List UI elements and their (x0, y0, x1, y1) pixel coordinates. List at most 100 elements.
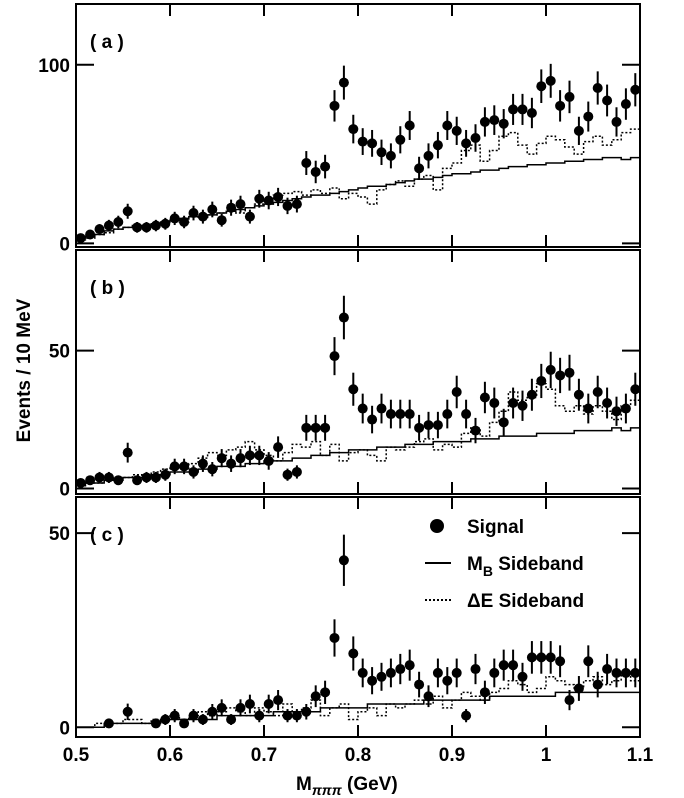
data-point (470, 664, 481, 675)
data-point (508, 398, 519, 409)
data-point (432, 140, 443, 151)
data-point (555, 656, 566, 667)
data-point (517, 671, 528, 682)
panel-label: ( b ) (90, 278, 125, 299)
data-point (602, 95, 613, 106)
data-point (611, 116, 622, 127)
dotted-step (76, 128, 640, 241)
y-tick-label: 0 (59, 479, 70, 500)
data-point (592, 82, 603, 93)
data-point (545, 364, 556, 375)
x-axis-label-part: M (296, 774, 312, 795)
data-point (113, 216, 124, 227)
dotted-step (76, 382, 640, 487)
data-point (254, 450, 265, 461)
step (76, 427, 640, 487)
data-point (348, 384, 359, 395)
x-tick-label: 0.5 (63, 745, 90, 766)
step (76, 691, 640, 729)
data-point (310, 166, 321, 177)
data-point (338, 312, 349, 323)
data-point (620, 99, 631, 110)
data-point (244, 211, 255, 222)
data-point (188, 208, 199, 219)
data-point (414, 163, 425, 174)
data-point (235, 702, 246, 713)
data-point (235, 453, 246, 464)
data-point (479, 687, 490, 698)
data-point (244, 450, 255, 461)
data-point (583, 111, 594, 122)
data-point (122, 706, 133, 717)
data-point (329, 632, 340, 643)
legend-label: MB Sideband (467, 554, 584, 579)
y-tick-label: 50 (49, 342, 70, 363)
data-point (244, 698, 255, 709)
panel-label: ( a ) (90, 32, 124, 53)
data-point (583, 656, 594, 667)
data-point (592, 386, 603, 397)
data-point (216, 215, 227, 226)
data-point (461, 409, 472, 420)
data-point (122, 206, 133, 217)
data-point (132, 222, 143, 233)
data-point (216, 702, 227, 713)
x-tick-label: 1 (541, 745, 552, 766)
data-point (348, 124, 359, 135)
data-point (611, 667, 622, 678)
data-point (423, 420, 434, 431)
data-point (517, 400, 528, 411)
data-point (498, 660, 509, 671)
data-point (395, 409, 406, 420)
data-point (536, 81, 547, 92)
data-point (479, 392, 490, 403)
data-point (526, 652, 537, 663)
data-point (169, 461, 180, 472)
data-point (150, 220, 161, 231)
data-point (301, 422, 312, 433)
data-point (442, 120, 453, 131)
y-tick-label: 100 (38, 56, 70, 77)
data-point (404, 120, 415, 131)
y-tick-label: 0 (59, 718, 70, 739)
data-point (545, 652, 556, 663)
data-point (555, 100, 566, 111)
panel-label: ( c ) (90, 525, 124, 546)
data-point (620, 403, 631, 414)
legend-marker (430, 519, 444, 533)
data-point (536, 375, 547, 386)
frame (75, 3, 641, 248)
data-point (451, 386, 462, 397)
data-point (630, 384, 640, 395)
data-point (461, 138, 472, 149)
data-point (385, 150, 396, 161)
data-point (160, 218, 171, 229)
data-point (442, 675, 453, 686)
x-tick-label: 1.1 (627, 745, 654, 766)
data-point (385, 409, 396, 420)
data-point (320, 161, 331, 172)
x-axis-label-part: (GeV) (342, 774, 398, 795)
data-point (207, 204, 218, 215)
data-point (282, 469, 293, 480)
x-tick-label: 0.6 (157, 745, 183, 766)
data-point (367, 138, 378, 149)
data-point (573, 683, 584, 694)
data-point (169, 710, 180, 721)
data-point (103, 220, 114, 231)
plot-area (76, 63, 640, 244)
data-point (197, 458, 208, 469)
data-point (291, 710, 302, 721)
data-point (573, 389, 584, 400)
data-point (357, 136, 368, 147)
legend-label-part: M (467, 554, 483, 575)
data-point (376, 147, 387, 158)
data-point (94, 472, 105, 483)
data-point (592, 679, 603, 690)
frame (75, 496, 641, 738)
data-point (216, 453, 227, 464)
data-point (254, 193, 265, 204)
data-point (414, 679, 425, 690)
data-point (385, 667, 396, 678)
